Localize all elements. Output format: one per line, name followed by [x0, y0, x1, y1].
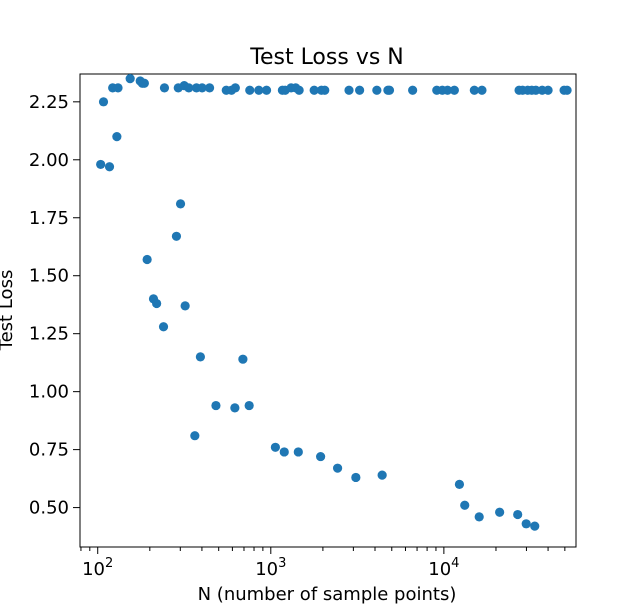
y-tick-label: 0.75: [29, 440, 69, 461]
data-point: [531, 85, 541, 95]
data-point: [442, 85, 453, 95]
data-point: [294, 85, 304, 95]
y-axis-label: Test Loss: [0, 270, 17, 352]
data-point: [113, 83, 123, 93]
x-axis-label: N (number of sample points): [198, 584, 457, 605]
y-tick-label: 1.00: [29, 382, 69, 403]
data-point: [261, 85, 272, 95]
data-point: [477, 85, 487, 95]
data-point: [513, 509, 523, 520]
chart-title: Test Loss vs N: [249, 45, 404, 70]
data-point: [254, 85, 264, 95]
x-tick-label: 102: [82, 556, 113, 580]
data-point: [125, 74, 135, 84]
data-point: [332, 463, 343, 473]
data-point: [96, 159, 106, 170]
data-point: [408, 85, 418, 95]
x-axis: 102 103 104: [80, 547, 566, 580]
data-point: [98, 97, 109, 107]
data-point: [230, 83, 240, 93]
data-point: [309, 85, 319, 95]
y-tick-label: 1.25: [29, 324, 69, 345]
plot-frame: [79, 73, 577, 548]
data-point: [460, 500, 470, 510]
data-point: [454, 479, 465, 489]
x-tick-label: 104: [428, 556, 459, 580]
data-point: [344, 85, 354, 95]
data-point: [372, 85, 382, 95]
data-point: [495, 507, 505, 517]
data-point: [142, 254, 152, 265]
data-point: [469, 85, 479, 95]
data-point: [159, 83, 170, 93]
data-point: [158, 322, 169, 332]
data-point: [351, 472, 361, 483]
data-points: [96, 74, 572, 531]
data-point: [377, 470, 387, 480]
data-point: [104, 162, 115, 172]
data-point: [245, 85, 255, 95]
y-axis: 0.50 0.75 1.00 1.25 1.50 1.75 2.00 2.25: [29, 92, 80, 519]
data-point: [197, 83, 207, 93]
data-point: [139, 78, 149, 88]
data-point: [112, 132, 122, 142]
data-point: [238, 354, 248, 364]
y-tick-label: 1.75: [29, 208, 69, 229]
data-point: [244, 400, 254, 411]
data-point: [293, 447, 303, 457]
data-point: [211, 400, 221, 411]
data-point: [384, 85, 395, 95]
data-point: [543, 85, 553, 95]
data-point: [355, 85, 365, 95]
data-point: [190, 431, 200, 441]
data-point: [320, 85, 330, 95]
data-point: [230, 403, 240, 413]
data-point: [279, 447, 289, 457]
data-point: [171, 231, 182, 241]
data-point: [184, 83, 194, 93]
data-point: [562, 85, 572, 95]
data-point: [270, 442, 280, 452]
data-point: [521, 519, 531, 529]
y-tick-label: 1.50: [29, 266, 69, 287]
plot-area: [79, 73, 577, 548]
x-tick-label: 103: [255, 556, 286, 580]
data-point: [195, 352, 205, 362]
data-point: [449, 85, 459, 95]
data-point: [152, 298, 162, 309]
data-point: [175, 199, 186, 209]
data-point: [204, 83, 215, 93]
data-point: [180, 301, 190, 311]
data-point: [316, 451, 326, 462]
data-point: [474, 512, 484, 522]
y-tick-label: 2.00: [29, 150, 69, 171]
y-tick-label: 2.25: [29, 92, 69, 113]
y-tick-label: 0.50: [29, 498, 69, 519]
data-point: [530, 521, 540, 531]
